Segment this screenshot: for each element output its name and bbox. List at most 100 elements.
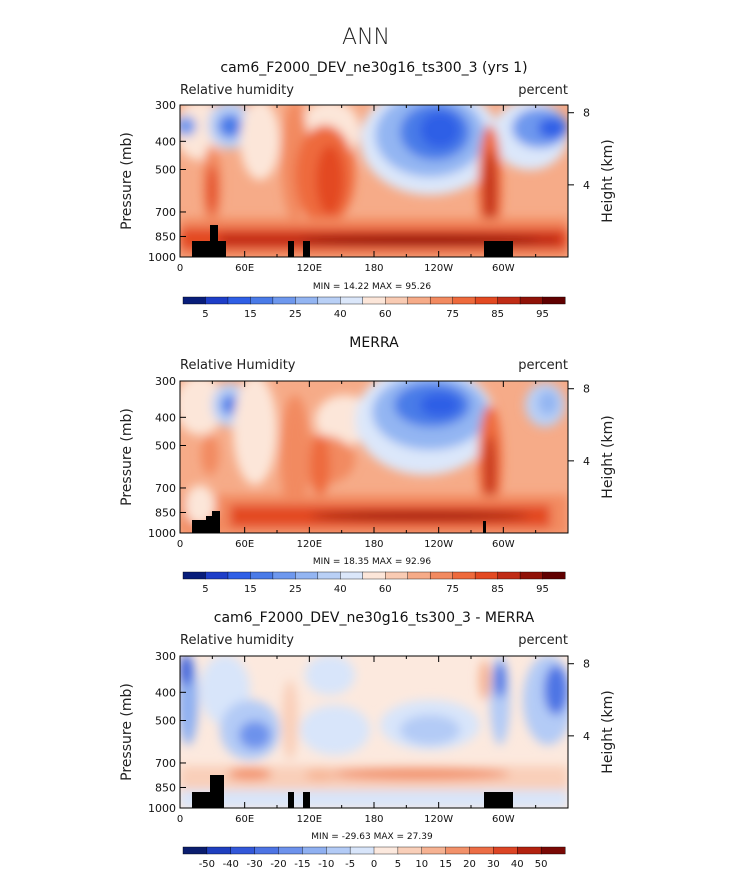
colorbar-label: 40 [334, 309, 347, 320]
colorbar-swatch [250, 571, 274, 580]
colorbar-label: 25 [289, 309, 302, 320]
colorbar-swatch [317, 296, 341, 305]
y-tick-label: 850 [155, 506, 176, 519]
y-tick-label: 400 [155, 135, 176, 148]
colorbar-label: 5 [395, 859, 401, 870]
y-axis-label: Pressure (mb) [119, 683, 135, 781]
colorbar-swatch [227, 296, 251, 305]
panel-model: cam6_F2000_DEV_ne30g16_ts300_3 (yrs 1) R… [119, 60, 616, 320]
topography-mask [192, 775, 513, 808]
colorbar-swatch [205, 296, 229, 305]
colorbar-swatch [497, 296, 521, 305]
colorbar-label: 75 [446, 309, 459, 320]
colorbar-label: -5 [345, 859, 355, 870]
panel-merra: MERRA Relative Humidity percent [119, 335, 616, 595]
variable-label: Relative humidity [180, 83, 294, 98]
panel-title: MERRA [349, 335, 399, 351]
colorbar-swatch [429, 571, 454, 580]
colorbar-swatch [397, 846, 423, 855]
colorbar-label: -20 [270, 859, 286, 870]
colorbar-label: 50 [535, 859, 548, 870]
colorbar-swatch [272, 296, 296, 305]
colorbar-swatch [540, 846, 566, 855]
axes: 0 60E 120E 180 120W 60W 300 400 500 700 850 1000 8 4 [148, 375, 590, 550]
colorbar-label: 5 [202, 309, 208, 320]
colorbar-label: 25 [289, 584, 302, 595]
y-tick-label: 500 [155, 439, 176, 452]
min-max-text: MIN = 14.22 MAX = 95.26 [313, 282, 431, 292]
colorbar-swatch [340, 571, 364, 580]
colorbar: -50 -40 -30 -20 -15 -10 -5 0 5 10 15 20 30 40 50 [182, 846, 566, 870]
y-tick-label: 1000 [148, 802, 176, 815]
y-tick-label: 700 [155, 482, 176, 495]
colorbar-swatch [182, 296, 206, 305]
colorbar-swatch [302, 846, 327, 855]
colorbar-swatch [385, 296, 409, 305]
units-label: percent [518, 83, 568, 98]
y-tick-label: 400 [155, 686, 176, 699]
units-label: percent [518, 633, 568, 648]
colorbar-label: 95 [536, 584, 549, 595]
x-tick-label: 60W [492, 263, 515, 274]
min-max-text: MIN = 18.35 MAX = 92.96 [313, 557, 431, 567]
x-tick-label: 0 [177, 539, 183, 550]
colorbar-label: 0 [371, 859, 377, 870]
colorbar-label: 95 [536, 309, 549, 320]
x-tick-label: 180 [364, 539, 383, 550]
colorbar-label: 20 [463, 859, 476, 870]
units-label: percent [518, 358, 568, 373]
colorbar-swatch [421, 846, 447, 855]
colorbar-swatch [452, 571, 476, 580]
y2-tick-label: 8 [583, 107, 590, 120]
colorbar-swatch [519, 571, 544, 580]
axes: 0 60E 120E 180 120W 60W 300 400 500 700 850 1000 8 4 [148, 99, 590, 274]
colorbar-swatch [474, 296, 499, 305]
x-tick-label: 60E [235, 263, 254, 274]
y-tick-label: 500 [155, 163, 176, 176]
panel-title: cam6_F2000_DEV_ne30g16_ts300_3 (yrs 1) [220, 60, 527, 76]
colorbar-label: 40 [334, 584, 347, 595]
colorbar-label: 30 [487, 859, 500, 870]
colorbar-label: 5 [202, 584, 208, 595]
colorbar-label: -10 [318, 859, 334, 870]
colorbar-swatch [362, 571, 386, 580]
colorbar-swatch [295, 296, 319, 305]
y-tick-label: 300 [155, 375, 176, 388]
colorbar-label: 10 [415, 859, 428, 870]
y-tick-label: 300 [155, 650, 176, 663]
colorbar-swatch [362, 296, 386, 305]
variable-label: Relative Humidity [180, 358, 296, 373]
y-tick-label: 500 [155, 714, 176, 727]
colorbar-label: -30 [246, 859, 262, 870]
colorbar-label: 85 [491, 584, 504, 595]
variable-label: Relative humidity [180, 633, 294, 648]
colorbar-label: 75 [446, 584, 459, 595]
colorbar-swatch [230, 846, 256, 855]
colorbar-label: 15 [244, 584, 257, 595]
y2-tick-label: 4 [583, 730, 590, 743]
colorbar-swatch [542, 571, 566, 580]
colorbar-label: 60 [379, 309, 392, 320]
colorbar-swatch [474, 571, 499, 580]
contour-field [180, 656, 568, 808]
colorbar-swatch [385, 571, 409, 580]
y2-axis-label: Height (km) [600, 139, 616, 222]
colorbar-swatch [445, 846, 470, 855]
y-tick-label: 1000 [148, 251, 176, 264]
colorbar-label: 60 [379, 584, 392, 595]
x-tick-label: 0 [177, 814, 183, 825]
y-tick-label: 400 [155, 411, 176, 424]
colorbar-swatch [326, 846, 351, 855]
panel-title: cam6_F2000_DEV_ne30g16_ts300_3 - MERRA [214, 610, 535, 626]
x-tick-label: 180 [364, 814, 383, 825]
y-tick-label: 1000 [148, 527, 176, 540]
colorbar-swatch [227, 571, 251, 580]
colorbar-swatch [272, 571, 296, 580]
y2-tick-label: 8 [583, 658, 590, 671]
colorbar-label: -15 [294, 859, 310, 870]
topography-mask [192, 511, 486, 533]
colorbar-swatch [340, 296, 364, 305]
y2-axis-label: Height (km) [600, 690, 616, 773]
x-tick-label: 60W [492, 539, 515, 550]
